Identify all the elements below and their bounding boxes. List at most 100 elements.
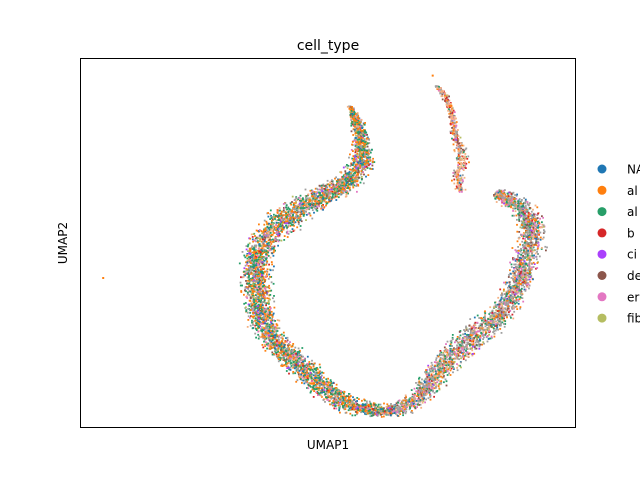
scatter-point-4596 [352, 109, 355, 112]
scatter-point-3020 [293, 208, 295, 210]
scatter-point-2665 [358, 146, 361, 149]
scatter-point-4049 [264, 343, 266, 346]
scatter-point-4310 [333, 403, 336, 406]
scatter-point-4021 [258, 256, 260, 259]
scatter-point-1348 [250, 247, 253, 249]
scatter-point-4908 [484, 322, 487, 324]
scatter-point-2212 [263, 312, 266, 315]
scatter-point-3866 [336, 399, 339, 402]
scatter-point-2204 [362, 410, 365, 413]
scatter-point-1519 [377, 405, 379, 408]
scatter-point-1286 [365, 143, 368, 146]
scatter-point-1294 [285, 224, 287, 227]
scatter-point-2091 [260, 272, 263, 274]
scatter-point-477 [273, 245, 276, 248]
scatter-point-2927 [358, 138, 361, 141]
scatter-point-1424 [357, 130, 360, 133]
scatter-point-2054 [350, 168, 352, 171]
scatter-point-731 [311, 359, 313, 362]
scatter-point-2354 [310, 390, 312, 393]
scatter-point-3602 [312, 197, 315, 200]
scatter-point-202 [364, 403, 367, 406]
scatter-point-3265 [268, 222, 270, 225]
scatter-point-207 [260, 307, 262, 309]
scatter-point-3553 [321, 384, 324, 387]
scatter-point-4020 [382, 410, 385, 412]
scatter-point-3352 [250, 233, 253, 236]
scatter-point-3993 [258, 251, 261, 254]
scatter-point-2375 [269, 256, 272, 259]
scatter-point-3722 [347, 164, 349, 167]
scatter-point-3770 [293, 361, 296, 364]
scatter-point-4374 [278, 215, 281, 217]
scatter-point-2731 [386, 403, 389, 406]
scatter-point-4526 [362, 163, 364, 166]
scatter-point-3326 [362, 161, 365, 164]
scatter-point-3867 [251, 266, 254, 268]
scatter-point-610 [353, 184, 356, 187]
scatter-point-887 [364, 130, 367, 133]
scatter-point-2020 [260, 309, 263, 312]
scatter-point-3972 [300, 213, 303, 215]
scatter-point-1848 [260, 273, 263, 275]
scatter-point-1596 [330, 395, 333, 398]
scatter-point-898 [294, 350, 296, 352]
scatter-point-4445 [360, 173, 362, 176]
scatter-point-3104 [319, 377, 321, 380]
scatter-point-4387 [286, 362, 289, 365]
scatter-point-595 [247, 259, 250, 261]
scatter-point-2213 [260, 323, 263, 325]
scatter-point-2565 [314, 379, 316, 382]
scatter-point-2953 [278, 358, 280, 360]
scatter-point-3549 [323, 199, 326, 201]
scatter-point-4162 [249, 300, 252, 302]
scatter-point-3850 [270, 324, 273, 326]
scatter-point-725 [325, 204, 327, 207]
scatter-point-2350 [321, 371, 323, 374]
scatter-point-2066 [330, 197, 333, 200]
chart-title: cell_type [297, 38, 359, 54]
scatter-point-3215 [353, 117, 356, 119]
scatter-point-2069 [336, 395, 339, 398]
scatter-point-475 [333, 402, 335, 405]
scatter-point-720 [333, 196, 336, 199]
scatter-point-4575 [280, 333, 283, 336]
scatter-point-2502 [346, 167, 349, 170]
scatter-point-2833 [382, 415, 385, 418]
scatter-point-3617 [319, 382, 322, 384]
scatter-point-682 [374, 413, 377, 415]
scatter-point-2689 [263, 267, 265, 270]
scatter-point-3952 [306, 204, 309, 207]
scatter-point-519 [326, 194, 328, 196]
scatter-point-2240 [328, 399, 331, 402]
scatter-point-2276 [263, 240, 266, 243]
scatter-point-966 [323, 389, 326, 392]
scatter-point-3336 [255, 329, 258, 331]
scatter-point-2718 [301, 358, 304, 361]
scatter-point-3062 [320, 202, 323, 205]
scatter-point-3924 [278, 223, 280, 226]
scatter-point-4280 [262, 272, 264, 275]
scatter-point-2865 [325, 382, 327, 385]
scatter-point-4358 [252, 266, 255, 269]
scatter-point-4990 [530, 210, 533, 213]
scatter-point-3084 [304, 200, 307, 203]
scatter-point-4377 [321, 187, 324, 190]
scatter-point-4562 [269, 232, 272, 234]
scatter-point-751 [303, 359, 306, 361]
scatter-point-4467 [264, 278, 267, 281]
scatter-point-3461 [311, 217, 314, 220]
scatter-point-2828 [246, 268, 249, 271]
scatter-point-228 [369, 163, 372, 165]
scatter-point-4847 [528, 247, 531, 250]
scatter-point-2104 [351, 140, 354, 143]
scatter-point-2009 [329, 379, 332, 381]
scatter-point-3911 [350, 183, 353, 186]
scatter-point-1443 [257, 298, 259, 300]
scatter-point-3977 [354, 151, 357, 154]
scatter-point-2226 [316, 374, 318, 377]
scatter-point-4294 [259, 252, 262, 255]
scatter-point-2040 [244, 302, 247, 304]
scatter-point-4105 [355, 400, 357, 403]
scatter-point-4359 [288, 361, 291, 364]
